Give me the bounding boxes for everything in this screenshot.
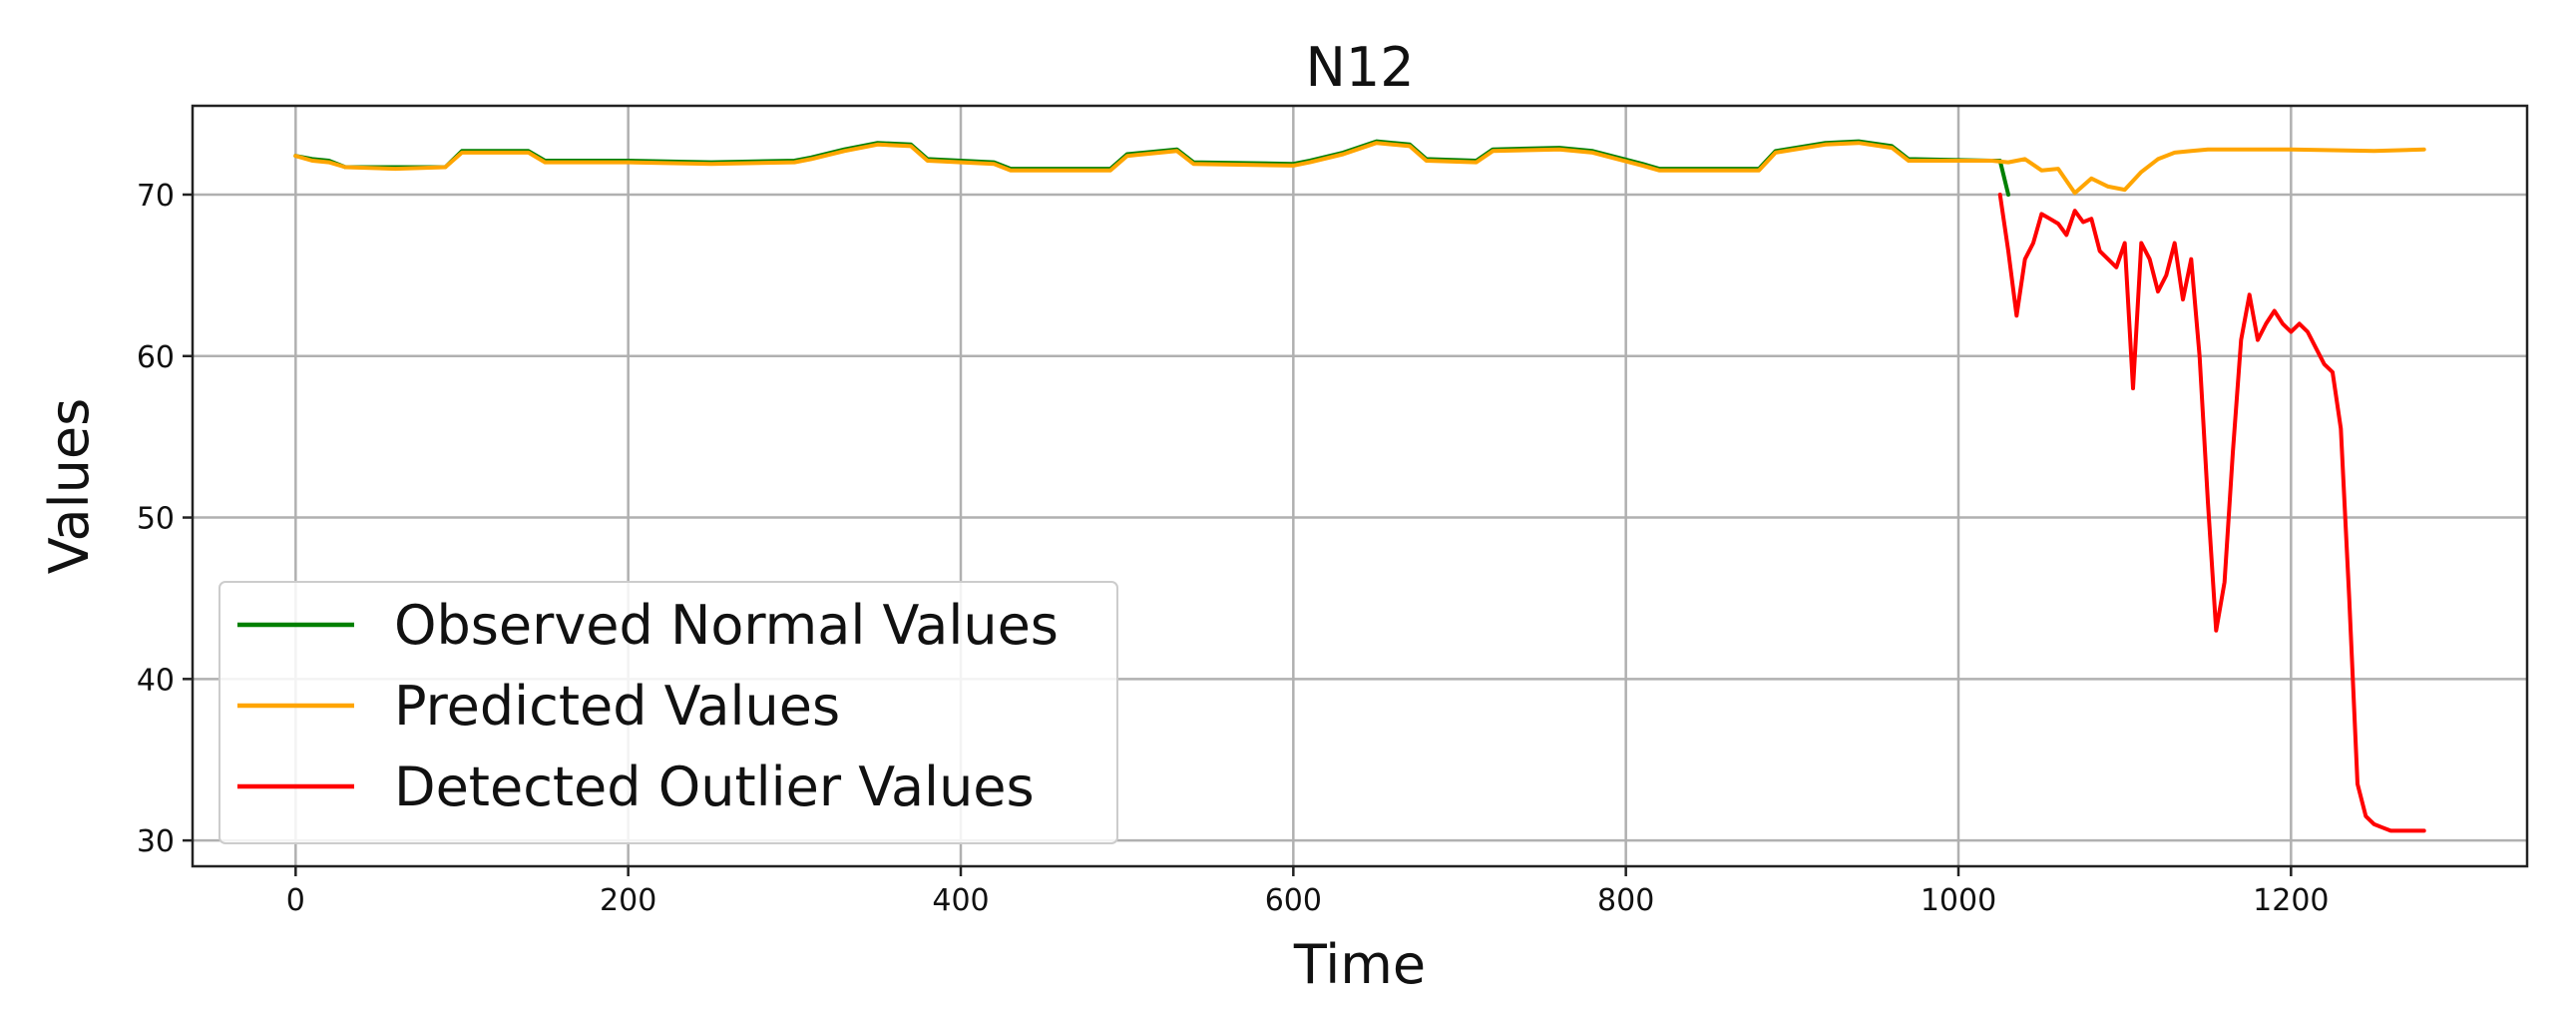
y-tick-label: 30 <box>137 824 175 859</box>
plot-frame <box>191 104 2529 868</box>
legend-box <box>218 581 1118 844</box>
y-tick-label: 60 <box>137 340 175 375</box>
x-tick-label: 800 <box>1597 883 1654 918</box>
x-axis-label: Time <box>1293 933 1426 996</box>
chart-title: N12 <box>1305 36 1414 99</box>
legend-label: Predicted Values <box>394 675 840 738</box>
x-tick-label: 1200 <box>2253 883 2329 918</box>
series-line-3 <box>1997 193 2426 833</box>
series-line-2 <box>293 141 2426 196</box>
y-axis-label: Values <box>38 398 101 574</box>
x-tick-label: 1000 <box>1921 883 1996 918</box>
legend: Observed Normal Values Predicted Values De… <box>218 581 1118 844</box>
x-tick-label: 200 <box>600 883 656 918</box>
legend-label: Observed Normal Values <box>394 594 1059 657</box>
x-tick-label: 0 <box>286 883 305 918</box>
y-tick-label: 70 <box>137 179 175 214</box>
x-tick-label: 600 <box>1265 883 1322 918</box>
grid <box>193 106 2527 866</box>
series-lines <box>293 139 2426 833</box>
y-tick-label: 40 <box>137 663 175 698</box>
legend-label: Detected Outlier Values <box>394 756 1035 818</box>
x-tick-label: 400 <box>932 883 989 918</box>
axis-ticks: 0 200 400 600 800 1000 1200 30 40 50 60 70 <box>137 179 2330 918</box>
series-line-1 <box>293 139 2010 197</box>
y-tick-label: 50 <box>137 502 175 537</box>
